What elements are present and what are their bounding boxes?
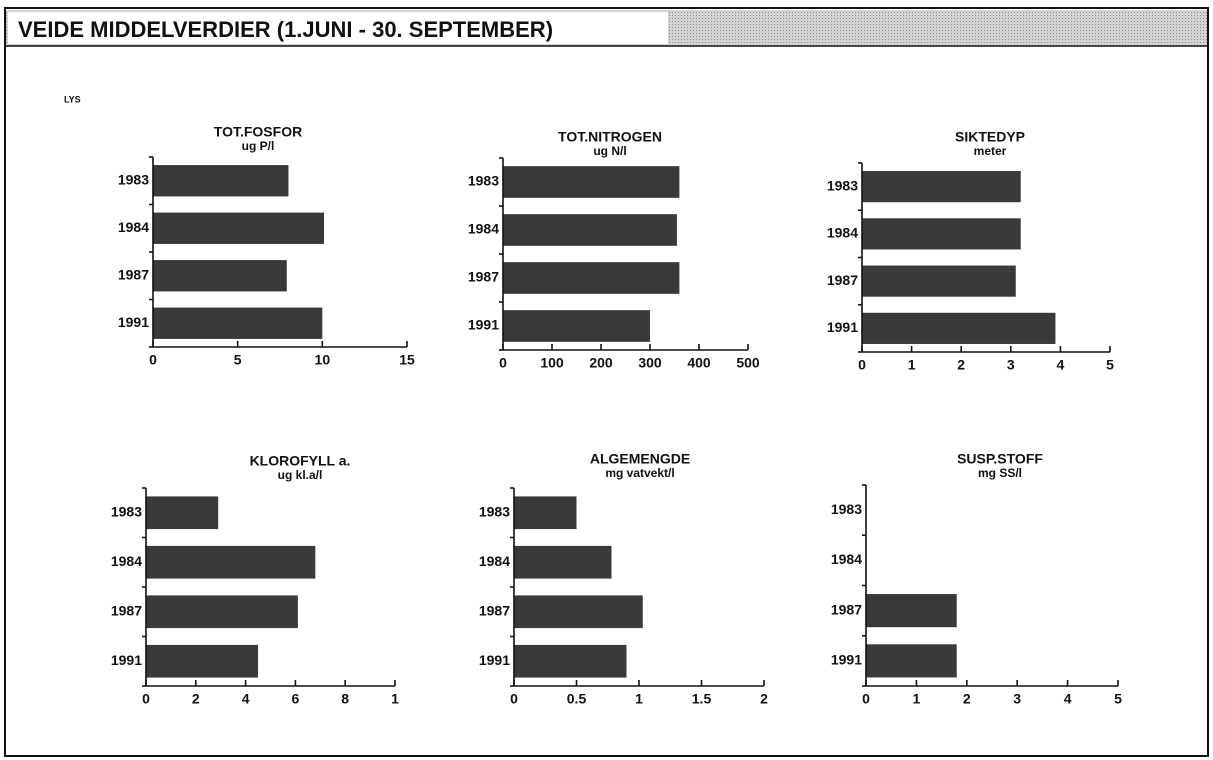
x-tick-label: 1 xyxy=(908,357,916,373)
y-tick-label: 1984 xyxy=(468,221,499,237)
bar xyxy=(503,310,650,342)
y-tick-label: 1987 xyxy=(468,269,499,285)
header-title: VEIDE MIDDELVERDIER (1.JUNI - 30. SEPTEM… xyxy=(18,17,553,42)
x-tick-label: 3 xyxy=(1013,691,1021,707)
bar xyxy=(146,644,259,678)
bar xyxy=(862,312,1056,344)
frame xyxy=(4,7,1209,757)
x-tick-label: 4 xyxy=(242,691,250,707)
y-tick-label: 1991 xyxy=(831,652,862,668)
x-tick-label: 300 xyxy=(638,355,662,371)
x-tick-label: 100 xyxy=(540,355,564,371)
y-tick-label: 1984 xyxy=(479,553,510,569)
x-tick-label: 5 xyxy=(234,352,242,368)
x-tick-label: 10 xyxy=(315,352,331,368)
x-tick-label: 3 xyxy=(1007,357,1015,373)
bar xyxy=(503,166,680,198)
x-tick-label: 0 xyxy=(142,691,150,707)
x-tick-label: 1.5 xyxy=(692,691,712,707)
y-tick-label: 1983 xyxy=(827,177,858,193)
y-tick-label: 1991 xyxy=(468,317,499,333)
bar xyxy=(153,212,325,244)
x-tick-label: 0.5 xyxy=(567,691,587,707)
x-tick-label: 2 xyxy=(192,691,200,707)
chart-title: ALGEMENGDE xyxy=(590,451,690,467)
bar xyxy=(866,644,957,678)
y-tick-label: 1991 xyxy=(827,319,858,335)
y-tick-label: 1984 xyxy=(827,225,858,241)
chart-subtitle: ug P/l xyxy=(242,139,275,153)
bar xyxy=(503,262,680,294)
y-tick-label: 1983 xyxy=(831,501,862,517)
x-tick-label: 8 xyxy=(341,691,349,707)
x-tick-label: 2 xyxy=(957,357,965,373)
y-tick-label: 1987 xyxy=(479,602,510,618)
x-tick-label: 0 xyxy=(510,691,518,707)
bar xyxy=(146,545,316,579)
y-tick-label: 1991 xyxy=(118,314,149,330)
y-tick-label: 1991 xyxy=(479,652,510,668)
y-tick-label: 1987 xyxy=(118,266,149,282)
side-label: LYS xyxy=(64,94,81,104)
y-tick-label: 1987 xyxy=(831,601,862,617)
y-tick-label: 1984 xyxy=(118,219,149,235)
y-tick-label: 1987 xyxy=(111,602,142,618)
x-tick-label: 5 xyxy=(1114,691,1122,707)
chart-subtitle: mg vatvekt/l xyxy=(605,466,674,480)
bar xyxy=(514,496,577,530)
bar xyxy=(146,595,298,629)
x-tick-label: 200 xyxy=(589,355,613,371)
bar xyxy=(514,545,612,579)
chart-title: SIKTEDYP xyxy=(955,129,1025,145)
x-tick-label: 400 xyxy=(687,355,711,371)
chart-title: SUSP.STOFF xyxy=(957,451,1043,467)
bar xyxy=(146,496,219,530)
y-tick-label: 1984 xyxy=(831,551,862,567)
bar xyxy=(153,307,323,339)
y-tick-label: 1984 xyxy=(111,553,142,569)
bar xyxy=(862,171,1021,203)
x-tick-label: 0 xyxy=(862,691,870,707)
x-tick-label: 0 xyxy=(499,355,507,371)
bar xyxy=(862,218,1021,250)
x-tick-label: 500 xyxy=(736,355,760,371)
y-tick-label: 1983 xyxy=(118,171,149,187)
y-tick-label: 1987 xyxy=(827,272,858,288)
header-title-bg xyxy=(8,12,668,44)
chart-title: KLOROFYLL a. xyxy=(250,453,351,469)
x-tick-label: 1 xyxy=(635,691,643,707)
bar xyxy=(503,214,677,246)
x-tick-label: 0 xyxy=(858,357,866,373)
bar xyxy=(514,595,643,629)
bar xyxy=(153,165,289,197)
x-tick-label: 2 xyxy=(963,691,971,707)
chart-subtitle: ug N/l xyxy=(593,144,626,158)
bar xyxy=(153,260,287,292)
bar xyxy=(866,594,957,628)
chart-title: TOT.NITROGEN xyxy=(558,129,662,145)
x-tick-label: 2 xyxy=(760,691,768,707)
x-tick-label: 1 xyxy=(913,691,921,707)
chart-title: TOT.FOSFOR xyxy=(214,124,302,140)
x-tick-label: 1 xyxy=(391,691,399,707)
x-tick-label: 4 xyxy=(1057,357,1065,373)
x-tick-label: 15 xyxy=(399,352,415,368)
chart-subtitle: ug kl.a/l xyxy=(278,468,323,482)
x-tick-label: 5 xyxy=(1106,357,1114,373)
chart-subtitle: meter xyxy=(974,144,1007,158)
y-tick-label: 1983 xyxy=(479,503,510,519)
bar xyxy=(862,265,1016,297)
bar xyxy=(514,644,627,678)
x-tick-label: 0 xyxy=(149,352,157,368)
y-tick-label: 1983 xyxy=(468,173,499,189)
y-tick-label: 1991 xyxy=(111,652,142,668)
x-tick-label: 6 xyxy=(292,691,300,707)
y-tick-label: 1983 xyxy=(111,503,142,519)
chart-subtitle: mg SS/l xyxy=(978,466,1022,480)
x-tick-label: 4 xyxy=(1064,691,1072,707)
